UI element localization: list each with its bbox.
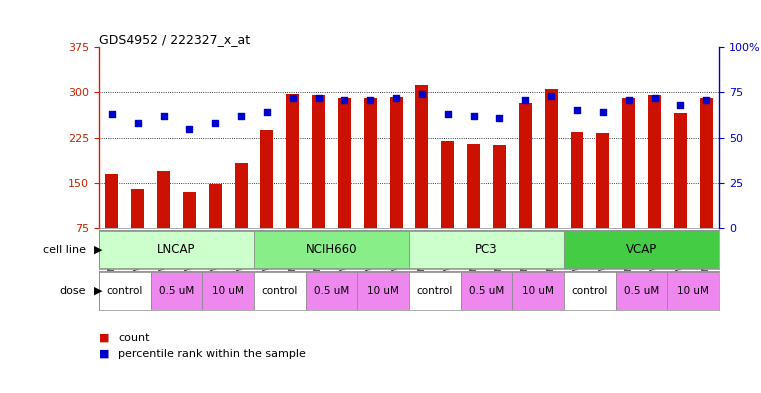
Text: 0.5 uM: 0.5 uM [159, 286, 194, 296]
Point [571, 107, 583, 114]
Bar [254, 231, 409, 268]
Bar [416, 85, 428, 228]
Bar [312, 95, 325, 228]
Text: ■: ■ [99, 349, 110, 359]
Point [467, 113, 479, 119]
Point [416, 91, 428, 97]
Text: count: count [118, 333, 149, 343]
Bar [648, 95, 661, 228]
Text: ▶: ▶ [94, 286, 103, 296]
Point [261, 109, 273, 116]
Text: 10 uM: 10 uM [212, 286, 244, 296]
Bar [441, 141, 454, 228]
Bar [460, 272, 512, 310]
Text: percentile rank within the sample: percentile rank within the sample [118, 349, 306, 359]
Bar [564, 272, 616, 310]
Bar [667, 272, 719, 310]
Point [313, 95, 325, 101]
Bar [183, 192, 196, 228]
Bar [254, 272, 306, 310]
Text: ▶: ▶ [94, 244, 103, 255]
Bar [571, 132, 584, 228]
Point [648, 95, 661, 101]
Text: 0.5 uM: 0.5 uM [314, 286, 349, 296]
Bar [622, 98, 635, 228]
Bar [493, 145, 506, 228]
Bar [260, 130, 273, 228]
Point [209, 120, 221, 126]
Text: 0.5 uM: 0.5 uM [469, 286, 505, 296]
Bar [390, 97, 403, 228]
Bar [358, 272, 409, 310]
Text: VCAP: VCAP [626, 243, 658, 256]
Bar [409, 272, 460, 310]
Bar [99, 231, 254, 268]
Bar [467, 143, 480, 228]
Text: dose: dose [59, 286, 86, 296]
Bar [202, 272, 254, 310]
Bar [286, 94, 299, 228]
Text: PC3: PC3 [476, 243, 498, 256]
Bar [209, 184, 221, 228]
Bar [364, 98, 377, 228]
Point [339, 96, 351, 103]
Point [441, 111, 454, 117]
Point [545, 93, 557, 99]
Bar [700, 98, 713, 228]
Text: GDS4952 / 222327_x_at: GDS4952 / 222327_x_at [99, 33, 250, 46]
Text: NCIH660: NCIH660 [306, 243, 357, 256]
Point [365, 96, 377, 103]
Bar [338, 98, 351, 228]
Point [700, 96, 712, 103]
Bar [131, 189, 144, 228]
Point [622, 96, 635, 103]
Text: 10 uM: 10 uM [522, 286, 554, 296]
Text: control: control [107, 286, 143, 296]
Bar [519, 103, 532, 228]
Point [183, 125, 196, 132]
Text: LNCAP: LNCAP [158, 243, 196, 256]
Point [106, 111, 118, 117]
Bar [545, 89, 558, 228]
Text: 0.5 uM: 0.5 uM [624, 286, 659, 296]
Text: cell line: cell line [43, 244, 86, 255]
Text: ■: ■ [99, 333, 110, 343]
Bar [99, 272, 151, 310]
Point [390, 95, 403, 101]
Text: 10 uM: 10 uM [677, 286, 709, 296]
Bar [306, 272, 358, 310]
Text: control: control [262, 286, 298, 296]
Bar [616, 272, 667, 310]
Bar [564, 231, 719, 268]
Bar [674, 114, 687, 228]
Text: 10 uM: 10 uM [368, 286, 399, 296]
Point [493, 114, 505, 121]
Point [519, 96, 531, 103]
Text: control: control [417, 286, 453, 296]
Bar [234, 163, 247, 228]
Point [158, 113, 170, 119]
Bar [151, 272, 202, 310]
Point [674, 102, 686, 108]
Point [235, 113, 247, 119]
Bar [409, 231, 564, 268]
Point [597, 109, 609, 116]
Bar [105, 174, 118, 228]
Bar [157, 171, 170, 228]
Text: control: control [572, 286, 608, 296]
Point [132, 120, 144, 126]
Bar [512, 272, 564, 310]
Point [287, 95, 299, 101]
Bar [597, 133, 610, 228]
